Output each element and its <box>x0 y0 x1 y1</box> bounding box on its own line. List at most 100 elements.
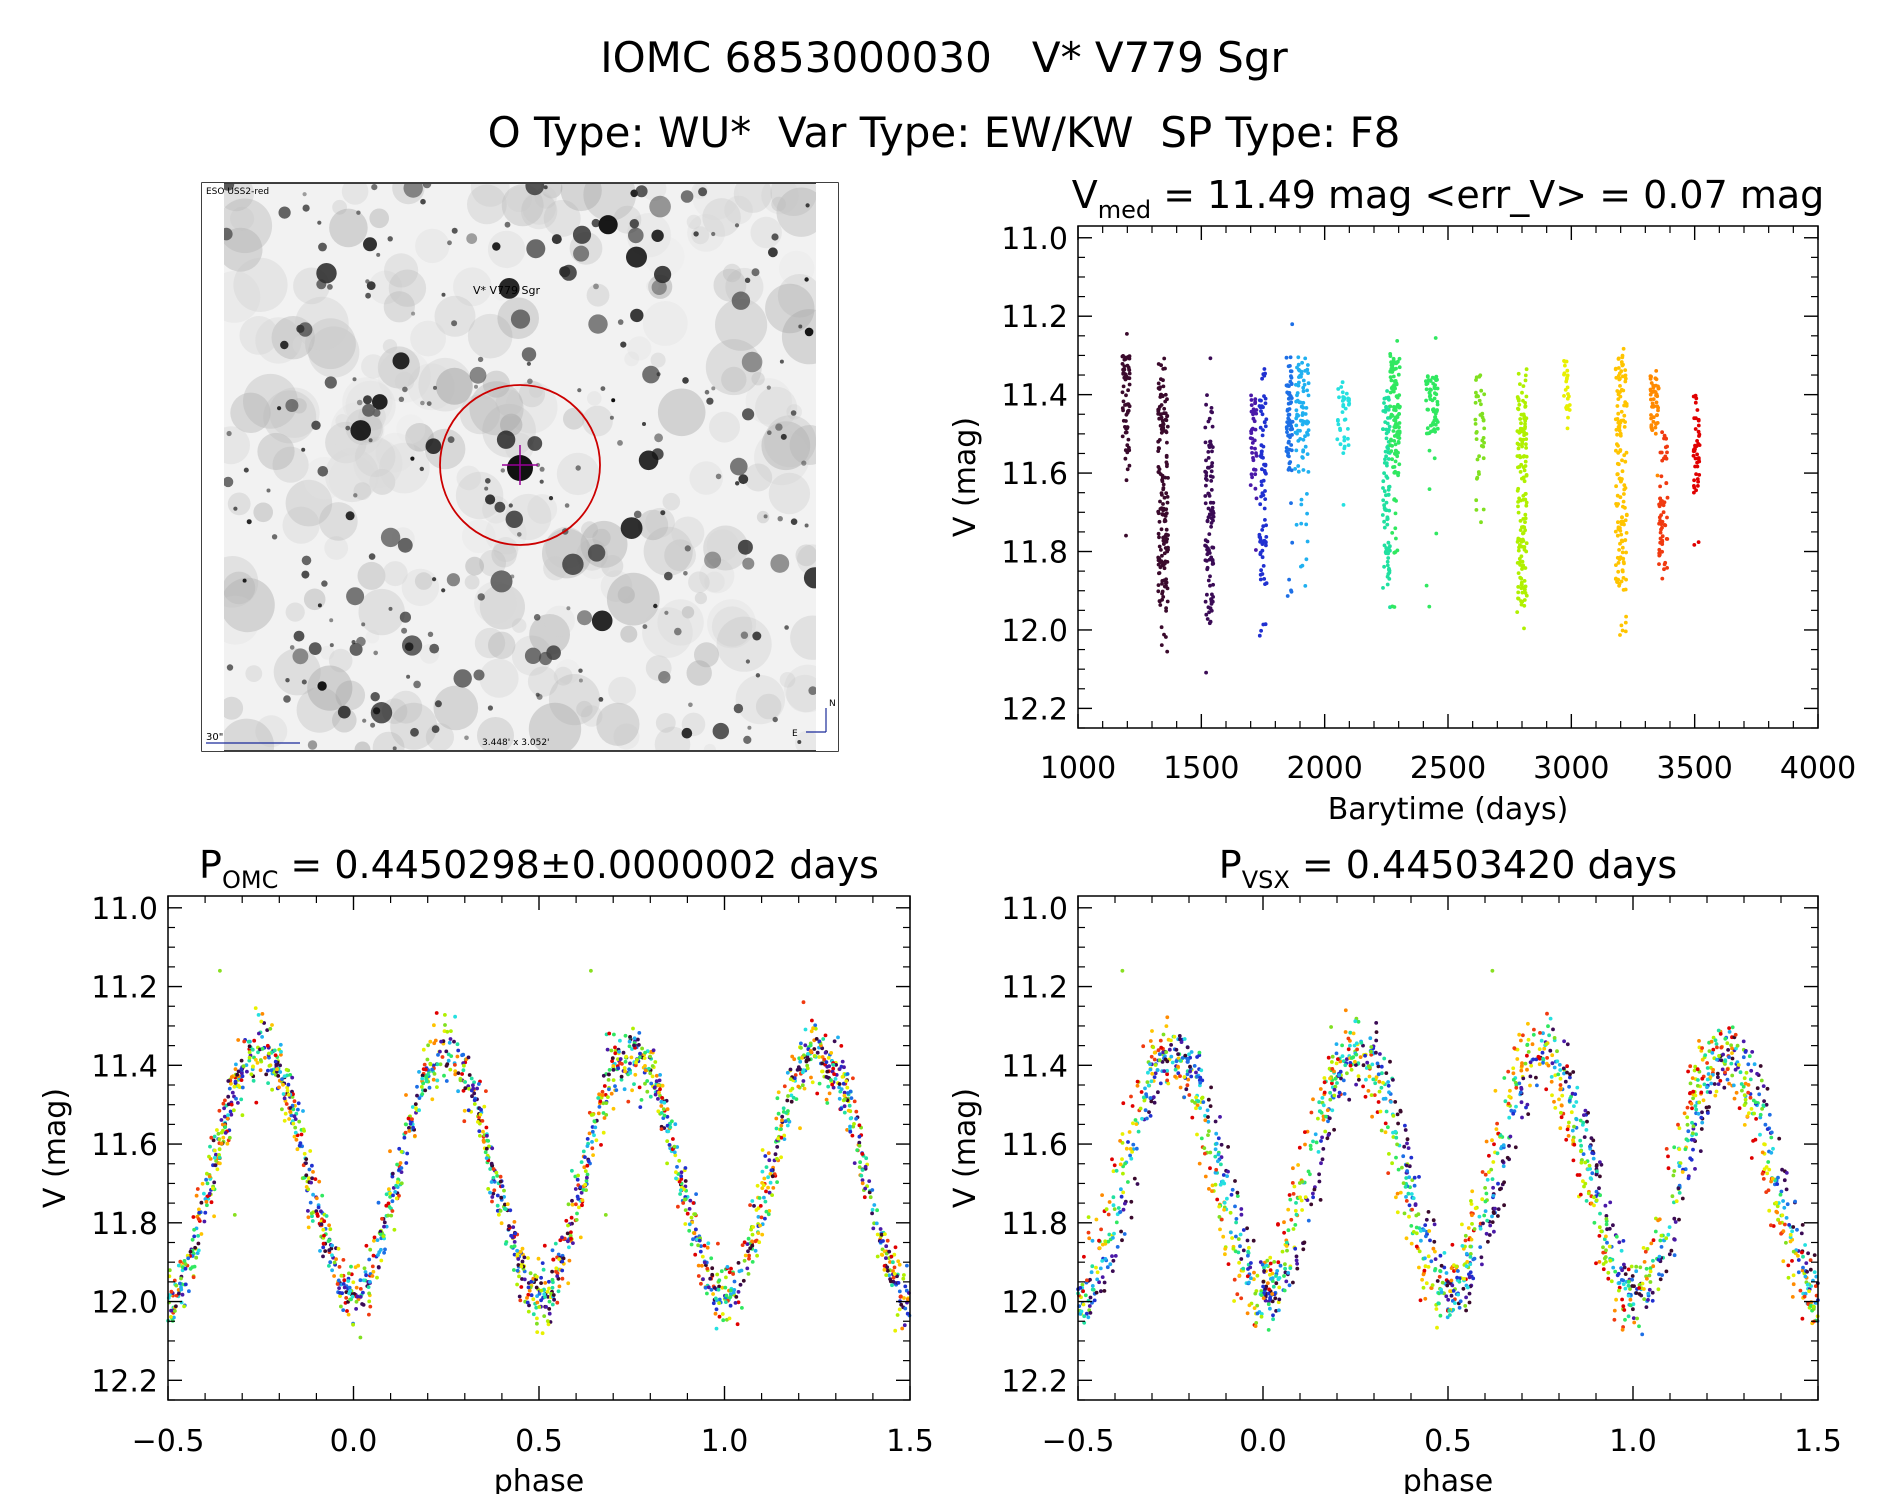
data-point <box>292 1099 297 1104</box>
data-point <box>1518 470 1523 474</box>
data-point <box>606 1095 610 1099</box>
data-point <box>849 1096 854 1100</box>
data-point <box>1258 572 1263 577</box>
data-point <box>354 1307 358 1311</box>
data-point <box>486 1139 491 1143</box>
data-point <box>1268 1268 1273 1272</box>
data-point <box>1433 1267 1438 1271</box>
data-point <box>1431 1218 1436 1223</box>
data-point <box>1092 1298 1097 1303</box>
data-point <box>550 1269 554 1274</box>
data-point <box>745 1242 750 1246</box>
sky-star <box>747 725 752 730</box>
data-point <box>226 1102 231 1107</box>
data-point <box>689 1215 694 1220</box>
data-point <box>1259 628 1263 633</box>
data-point <box>396 1177 400 1182</box>
data-point <box>902 1273 906 1277</box>
data-point <box>776 1090 781 1095</box>
data-point <box>247 1058 252 1063</box>
data-point <box>728 1295 733 1299</box>
data-point <box>334 1257 338 1261</box>
data-point <box>361 1278 366 1283</box>
data-point <box>1210 449 1214 454</box>
sky-star <box>539 466 545 472</box>
data-point <box>367 1257 372 1262</box>
data-point <box>724 1300 728 1304</box>
sky-star <box>712 722 729 740</box>
data-point <box>285 1088 290 1093</box>
data-point <box>382 1250 386 1255</box>
data-point <box>1617 548 1621 552</box>
data-point <box>724 1275 728 1280</box>
data-point <box>1655 413 1659 418</box>
data-point <box>1264 523 1268 528</box>
data-point <box>453 1063 457 1067</box>
sky-nebulosity <box>308 326 360 378</box>
data-point <box>1694 488 1698 493</box>
data-point <box>1386 556 1391 560</box>
data-point <box>590 1129 595 1134</box>
sky-nebulosity <box>394 371 415 392</box>
data-point <box>233 1067 238 1071</box>
data-point <box>414 1106 418 1111</box>
sky-star <box>406 674 411 679</box>
data-point <box>1442 1251 1447 1255</box>
data-point <box>638 1051 642 1056</box>
sky-star <box>413 680 421 689</box>
sky-star <box>346 587 365 606</box>
sky-star <box>777 516 783 522</box>
data-point <box>539 1298 543 1303</box>
data-point <box>1321 1147 1326 1151</box>
data-point <box>1286 413 1291 417</box>
data-point <box>1305 388 1309 393</box>
data-point <box>395 1180 400 1185</box>
data-point <box>486 1187 491 1191</box>
data-point <box>1287 433 1292 438</box>
sky-nebulosity <box>319 502 358 541</box>
data-point <box>1388 352 1393 356</box>
chart-phase-curve-vsx: PVSX = 0.44503420 days−0.5 0.0 0.5 1.0 1.511… <box>948 843 1842 1494</box>
data-point <box>213 1163 218 1167</box>
sky-nebulosity <box>384 253 419 288</box>
data-point <box>204 1177 209 1182</box>
data-point <box>1257 633 1262 638</box>
data-point <box>1263 424 1268 429</box>
data-point <box>519 1285 524 1289</box>
data-point <box>323 1249 328 1253</box>
x-tick-label: 0.5 <box>515 1424 563 1459</box>
data-point <box>1565 396 1570 401</box>
sky-star <box>370 722 376 728</box>
data-point <box>1295 431 1299 436</box>
data-point <box>1161 538 1166 543</box>
sky-star <box>593 283 599 290</box>
sky-nebulosity <box>686 660 712 686</box>
data-point <box>1156 1090 1160 1095</box>
data-point <box>203 1210 208 1215</box>
data-point <box>297 1119 302 1124</box>
sky-star <box>629 219 639 229</box>
data-point <box>1127 463 1132 468</box>
sky-star <box>683 571 688 576</box>
data-point <box>1613 1269 1618 1274</box>
data-point <box>1294 416 1299 421</box>
data-point <box>1382 471 1386 475</box>
sky-star <box>598 215 618 235</box>
sky-star <box>280 340 289 350</box>
data-point <box>1300 419 1305 423</box>
data-point <box>1203 501 1208 506</box>
data-point <box>1716 1082 1721 1086</box>
data-point <box>1523 491 1528 496</box>
data-point <box>292 1114 297 1119</box>
data-point <box>1124 533 1128 538</box>
data-point <box>1249 429 1253 434</box>
data-point <box>1432 386 1437 390</box>
sky-nebulosity <box>295 296 349 351</box>
data-point <box>547 1299 552 1304</box>
data-point <box>617 1049 621 1054</box>
sky-nebulosity <box>556 452 600 496</box>
data-point <box>796 1084 801 1089</box>
data-point <box>1440 1280 1445 1285</box>
sky-star <box>664 610 669 615</box>
sky-star <box>731 291 751 310</box>
